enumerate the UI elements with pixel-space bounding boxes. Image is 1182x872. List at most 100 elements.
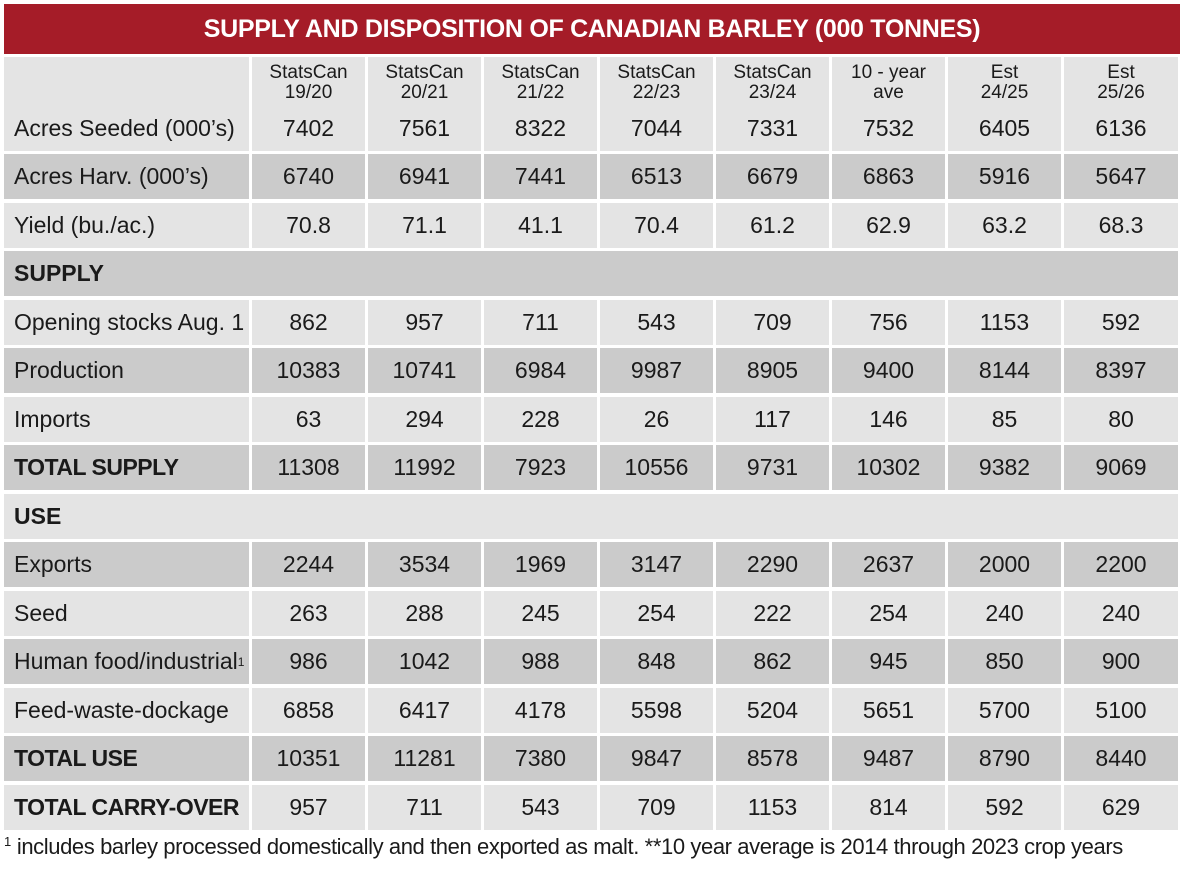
table-cell: 2290 bbox=[716, 542, 829, 587]
table-cell: 5598 bbox=[600, 687, 713, 733]
table-cell: 6740 bbox=[252, 154, 365, 199]
table-cell: 62.9 bbox=[832, 202, 945, 248]
column-header-line1: StatsCan bbox=[385, 62, 464, 83]
row-label-text: Imports bbox=[14, 405, 91, 432]
table-cell: 2637 bbox=[832, 542, 945, 587]
table-cell: 3147 bbox=[600, 542, 713, 587]
table-cell: 8440 bbox=[1064, 736, 1178, 781]
table-title: SUPPLY AND DISPOSITION OF CANADIAN BARLE… bbox=[4, 4, 1180, 54]
column-header-line2: 24/25 bbox=[980, 82, 1029, 103]
table-cell: 9382 bbox=[948, 445, 1061, 490]
table-cell: 1042 bbox=[368, 639, 481, 684]
table-cell: 7380 bbox=[484, 736, 597, 781]
row-label-acres-seeded: Acres Seeded (000’s) bbox=[4, 105, 249, 151]
row-label-exports: Exports bbox=[4, 542, 249, 587]
column-header: StatsCan 22/23 bbox=[600, 57, 713, 109]
table-cell: 9987 bbox=[600, 348, 713, 393]
row-label-text: Opening stocks Aug. 1 bbox=[14, 308, 245, 335]
column-header-line2: 22/23 bbox=[632, 82, 681, 103]
table-cell: 945 bbox=[832, 639, 945, 684]
table-cell: 117 bbox=[716, 396, 829, 442]
table-cell: 71.1 bbox=[368, 202, 481, 248]
table-cell: 288 bbox=[368, 590, 481, 636]
table-cell: 957 bbox=[368, 299, 481, 345]
table-cell: 862 bbox=[716, 639, 829, 684]
table-cell: 70.4 bbox=[600, 202, 713, 248]
column-header-line1: StatsCan bbox=[617, 62, 696, 83]
row-label-text: Human food/industrial bbox=[14, 648, 238, 674]
table-cell: 7044 bbox=[600, 105, 713, 151]
table-cell: 6136 bbox=[1064, 105, 1178, 151]
table-cell: 240 bbox=[1064, 590, 1178, 636]
table-cell: 8144 bbox=[948, 348, 1061, 393]
table-cell: 8905 bbox=[716, 348, 829, 393]
table-cell: 6679 bbox=[716, 154, 829, 199]
column-header-line1: StatsCan bbox=[501, 62, 580, 83]
column-header-line1: Est bbox=[1107, 62, 1135, 83]
column-header-line2: 20/21 bbox=[400, 82, 449, 103]
table-cell: 7441 bbox=[484, 154, 597, 199]
row-label-text: Yield (bu./ac.) bbox=[14, 211, 156, 238]
footnote: 1 includes barley processed domestically … bbox=[4, 834, 1180, 860]
row-label-text: Acres Harv. (000’s) bbox=[14, 163, 209, 189]
column-header: StatsCan 19/20 bbox=[252, 57, 365, 109]
row-label-total-supply: TOTAL SUPPLY bbox=[4, 445, 249, 490]
table-cell: 245 bbox=[484, 590, 597, 636]
table-cell: 85 bbox=[948, 396, 1061, 442]
table-cell: 10741 bbox=[368, 348, 481, 393]
table-cell: 592 bbox=[1064, 299, 1178, 345]
table-cell: 10556 bbox=[600, 445, 713, 490]
column-header-line2: 25/26 bbox=[1097, 82, 1145, 103]
table-cell: 7561 bbox=[368, 105, 481, 151]
table-cell: 9847 bbox=[600, 736, 713, 781]
column-header-line2: 23/24 bbox=[748, 82, 797, 103]
table-cell: 61.2 bbox=[716, 202, 829, 248]
table-cell: 543 bbox=[600, 299, 713, 345]
table-cell: 7331 bbox=[716, 105, 829, 151]
table-cell: 9731 bbox=[716, 445, 829, 490]
table-cell: 543 bbox=[484, 784, 597, 830]
table-cell: 2000 bbox=[948, 542, 1061, 587]
row-label-feed-waste: Feed-waste-dockage bbox=[4, 687, 249, 733]
table-cell: 9400 bbox=[832, 348, 945, 393]
table-cell: 63 bbox=[252, 396, 365, 442]
row-label-text: TOTAL CARRY-OVER bbox=[14, 793, 240, 820]
table-cell: 6513 bbox=[600, 154, 713, 199]
table-cell: 711 bbox=[368, 784, 481, 830]
row-label-text: Acres Seeded (000’s) bbox=[14, 114, 235, 141]
table-cell: 957 bbox=[252, 784, 365, 830]
row-label-total-use: TOTAL USE bbox=[4, 736, 249, 781]
table-cell: 41.1 bbox=[484, 202, 597, 248]
table-cell: 7532 bbox=[832, 105, 945, 151]
table-cell: 9487 bbox=[832, 736, 945, 781]
column-header: StatsCan 20/21 bbox=[368, 57, 481, 109]
table-cell: 263 bbox=[252, 590, 365, 636]
table-cell: 2244 bbox=[252, 542, 365, 587]
row-label-acres-harv: Acres Harv. (000’s) bbox=[4, 154, 249, 199]
table-cell: 7402 bbox=[252, 105, 365, 151]
row-label-text: Production bbox=[14, 357, 124, 383]
column-header: StatsCan 21/22 bbox=[484, 57, 597, 109]
table-cell: 10302 bbox=[832, 445, 945, 490]
barley-table: StatsCan 19/20 StatsCan 20/21 StatsCan 21/2… bbox=[4, 57, 1180, 830]
table-cell: 1969 bbox=[484, 542, 597, 587]
table-cell: 68.3 bbox=[1064, 202, 1178, 248]
footnote-text: includes barley processed domestically a… bbox=[16, 834, 1123, 859]
table-cell: 146 bbox=[832, 396, 945, 442]
table-cell: 1153 bbox=[948, 299, 1061, 345]
column-header-line1: 10 - year bbox=[851, 62, 926, 83]
table-cell: 709 bbox=[600, 784, 713, 830]
table-cell: 592 bbox=[948, 784, 1061, 830]
table-cell: 70.8 bbox=[252, 202, 365, 248]
column-header-line2: 19/20 bbox=[284, 82, 333, 103]
table-cell: 5916 bbox=[948, 154, 1061, 199]
table-cell: 222 bbox=[716, 590, 829, 636]
header-blank-cell bbox=[4, 57, 249, 109]
footnote-mark: 1 bbox=[4, 834, 11, 849]
section-header-use-header: USE bbox=[4, 493, 1178, 539]
row-label-yield: Yield (bu./ac.) bbox=[4, 202, 249, 248]
table-cell: 11308 bbox=[252, 445, 365, 490]
table-cell: 10383 bbox=[252, 348, 365, 393]
row-label-text: Seed bbox=[14, 599, 68, 626]
table-cell: 6863 bbox=[832, 154, 945, 199]
